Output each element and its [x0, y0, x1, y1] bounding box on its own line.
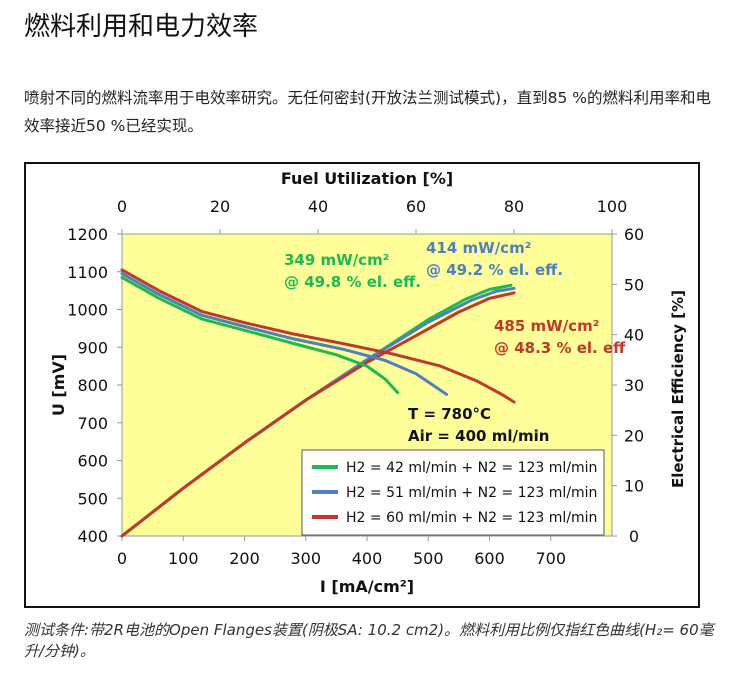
page-title: 燃料利用和电力效率	[24, 12, 259, 42]
legend-label-blue: H2 = 51 ml/min + N2 = 123 ml/min	[346, 485, 597, 501]
figure-caption: 测试条件:带2R电池的Open Flanges装置(阴极SA: 10.2 cm2…	[24, 621, 714, 660]
x-axis-title: I [mA/cm²]	[320, 577, 414, 596]
y-tick-label: 1100	[67, 263, 108, 282]
y-tick-label: 400	[77, 527, 108, 546]
annotation-conditions-line1: T = 780°C	[408, 405, 491, 423]
annotation-blue-line1: 414 mW/cm²	[426, 239, 531, 257]
y2-tick-label: 50	[624, 275, 644, 294]
intro-paragraph: 喷射不同的燃料流率用于电效率研究。无任何密封(开放法兰测试模式)，直到85 %的…	[24, 89, 711, 135]
top-x-axis-title: Fuel Utilization [%]	[281, 169, 453, 188]
y2-axis-title: Electrical Efficiency [%]	[669, 290, 687, 488]
y-tick-label: 500	[77, 489, 108, 508]
annotation-green-line2: @ 49.8 % el. eff.	[284, 273, 421, 291]
y-axis-title: U [mV]	[49, 354, 68, 416]
x-tick-label: 500	[413, 549, 444, 568]
annotation-conditions-line2: Air = 400 ml/min	[408, 427, 549, 445]
x-tick-label: 300	[290, 549, 321, 568]
top-x-tick-label: 60	[406, 197, 426, 216]
legend-label-green: H2 = 42 ml/min + N2 = 123 ml/min	[346, 460, 597, 476]
y-tick-label: 1000	[67, 301, 108, 320]
x-tick-label: 600	[474, 549, 505, 568]
y2-tick-label: 20	[624, 426, 644, 445]
chart-container: 0 100 200 300 400 500 600 700 400 500 600 700 800 900…	[24, 162, 700, 608]
y-tick-label: 800	[77, 376, 108, 395]
x-tick-label: 0	[117, 549, 127, 568]
annotation-red-line1: 485 mW/cm²	[494, 317, 599, 335]
y2-tick-label: 40	[624, 326, 644, 345]
top-x-tick-label: 80	[504, 197, 524, 216]
y-tick-label: 1200	[67, 225, 108, 244]
fuel-utilization-chart: 0 100 200 300 400 500 600 700400500600700800900…	[49, 169, 687, 596]
voltage-line-green	[120, 275, 400, 395]
x-tick-label: 400	[352, 549, 383, 568]
x-tick-label: 700	[535, 549, 566, 568]
voltage-line-blue	[120, 272, 449, 396]
top-x-tick-label: 40	[308, 197, 328, 216]
y2-tick-label: 10	[624, 477, 644, 496]
top-x-tick-label: 20	[210, 197, 230, 216]
top-x-tick-label: 100	[597, 197, 628, 216]
efficiency-line-red	[120, 291, 516, 538]
annotation-green-line1: 349 mW/cm²	[284, 251, 389, 269]
y-tick-label: 600	[77, 452, 108, 471]
annotation-blue-line2: @ 49.2 % el. eff.	[426, 261, 563, 279]
y2-tick-label: 60	[624, 225, 644, 244]
legend-label-red: H2 = 60 ml/min + N2 = 123 ml/min	[346, 510, 597, 526]
y2-tick-label: 0	[629, 527, 639, 546]
top-x-tick-label: 0	[117, 197, 127, 216]
x-tick-label: 200	[229, 549, 260, 568]
y-tick-label: 700	[77, 414, 108, 433]
annotation-red-line2: @ 48.3 % el. eff	[494, 339, 626, 357]
legend-box	[301, 449, 605, 536]
y2-tick-label: 30	[624, 376, 644, 395]
y-tick-label: 900	[77, 338, 108, 357]
x-tick-label: 100	[168, 549, 199, 568]
voltage-line-red	[120, 268, 516, 404]
